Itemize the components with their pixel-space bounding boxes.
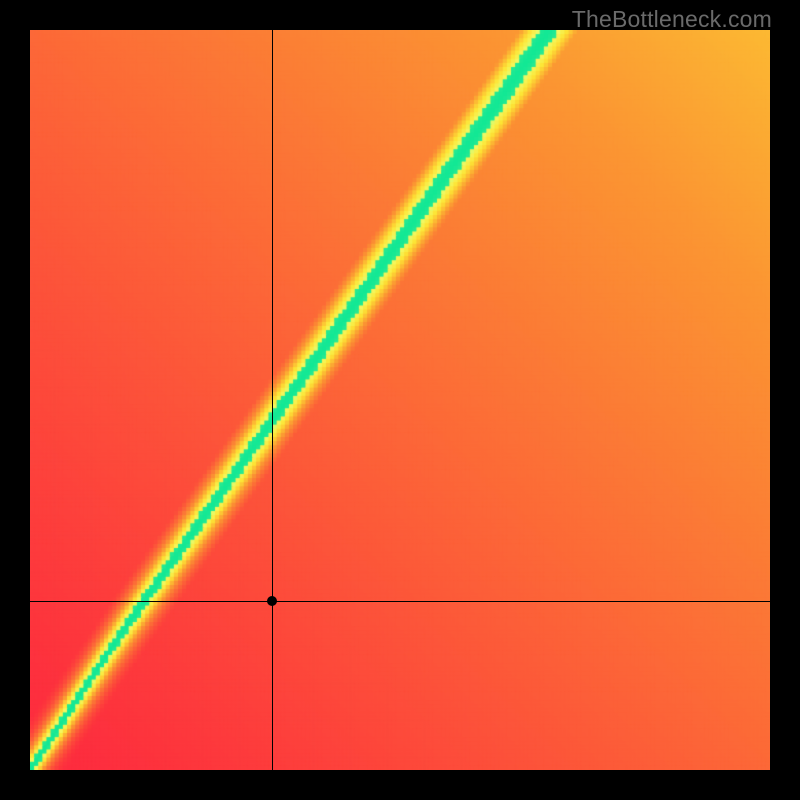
plot-area <box>30 30 770 770</box>
crosshair-horizontal <box>30 601 770 602</box>
crosshair-vertical <box>272 30 273 770</box>
crosshair-marker <box>267 596 277 606</box>
heatmap-canvas <box>30 30 770 770</box>
watermark-text: TheBottleneck.com <box>572 6 772 33</box>
